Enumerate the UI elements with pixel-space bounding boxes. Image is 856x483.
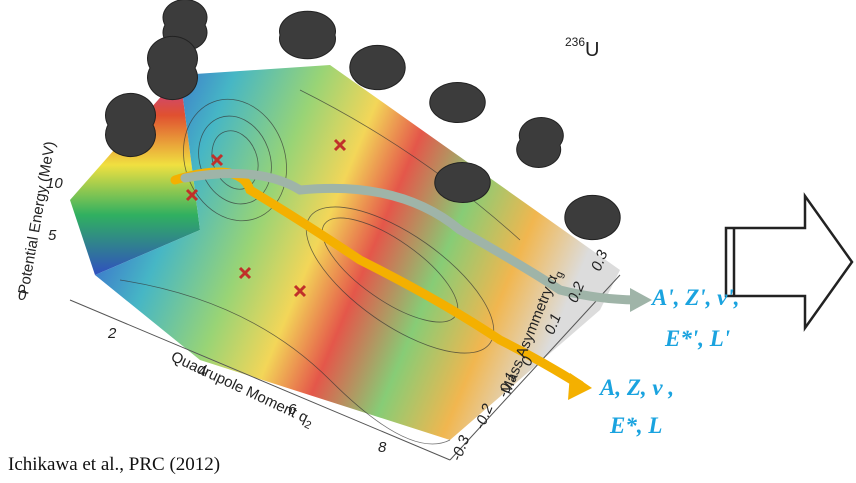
fragment-label: A', Z', ν', (650, 285, 740, 310)
q2-tick: 2 (107, 325, 117, 342)
fragment-label: A, Z, ν , (598, 375, 674, 400)
citation: Ichikawa et al., PRC (2012) (8, 454, 220, 475)
fragment-label: E*, L (609, 413, 662, 438)
figure: 236 U Potential Energy (MeV) 10 5 02468 … (0, 0, 856, 483)
q2-tick: 8 (378, 439, 387, 456)
arrow-head (630, 288, 652, 312)
energy-tick: 10 (46, 175, 63, 192)
block-arrow (726, 196, 852, 328)
arrow-head (568, 373, 592, 400)
mass-number: 236 (565, 35, 585, 49)
page: {"figure": { "nucleus": {"mass_number": … (0, 0, 856, 483)
energy-axis-label: Potential Energy (MeV) (15, 140, 59, 296)
energy-tick: 5 (48, 227, 57, 244)
element-symbol: U (585, 39, 599, 61)
q2-tick: 0 (18, 287, 27, 304)
fragment-label: E*', L' (664, 326, 730, 351)
